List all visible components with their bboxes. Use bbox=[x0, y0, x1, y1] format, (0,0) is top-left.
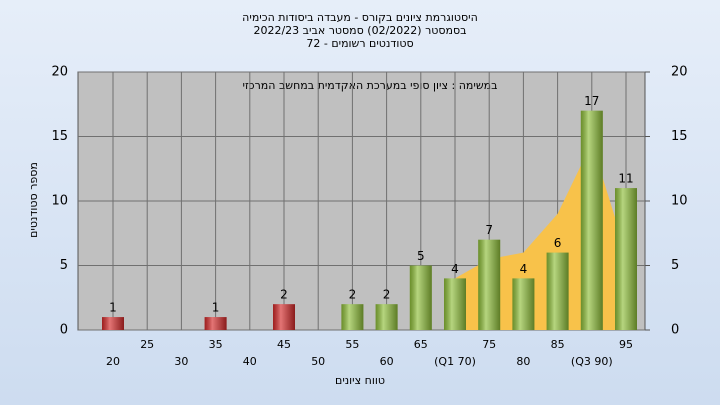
bar-shade bbox=[444, 278, 466, 330]
y2-tick-label: 10 bbox=[671, 194, 688, 209]
y2-tick-label: 20 bbox=[671, 65, 688, 80]
annotation: במשימה : ציון סופי במערכת האקדמית במחשב … bbox=[243, 79, 498, 92]
y2-tick-label: 5 bbox=[671, 258, 679, 273]
bar-shade bbox=[409, 265, 432, 330]
chart-title: היסטוגרמת ציונים בקורס - מעבדה ביסודות ה… bbox=[242, 11, 478, 24]
y2-tick-label: 15 bbox=[671, 129, 688, 144]
x-tick-label: 60 bbox=[380, 355, 394, 368]
x-tick-label: 35 bbox=[209, 338, 223, 351]
data-label: 11 bbox=[618, 172, 633, 186]
bar-shade bbox=[546, 252, 569, 330]
bar-shade bbox=[512, 278, 535, 330]
data-label: 6 bbox=[554, 236, 562, 250]
x-tick-label: 30 bbox=[174, 355, 188, 368]
x-tick-label: 55 bbox=[345, 338, 359, 351]
x-axis-label: טווח ציונים bbox=[335, 374, 385, 387]
bar-shade bbox=[478, 239, 501, 330]
bar-shade bbox=[273, 304, 295, 330]
data-label: 1 bbox=[109, 301, 117, 315]
data-label: 2 bbox=[383, 288, 391, 302]
y-tick-label: 15 bbox=[51, 129, 68, 144]
x-tick-label: 40 bbox=[243, 355, 257, 368]
bar-shade bbox=[375, 304, 398, 330]
data-label: 4 bbox=[520, 262, 528, 276]
x-tick-label: 50 bbox=[311, 355, 325, 368]
bar-shade bbox=[615, 188, 637, 330]
x-tick-label: (Q3 90) bbox=[571, 355, 613, 368]
x-tick-label: 80 bbox=[516, 355, 530, 368]
x-tick-label: 85 bbox=[551, 338, 565, 351]
data-label: 5 bbox=[417, 249, 425, 263]
x-tick-label: 45 bbox=[277, 338, 291, 351]
y-tick-label: 20 bbox=[51, 65, 68, 80]
data-label: 2 bbox=[280, 288, 288, 302]
data-label: 4 bbox=[451, 262, 459, 276]
chart-title: בסמסטר (02/2022) סמסטר אביב 2022/23 bbox=[253, 24, 466, 37]
y-tick-label: 5 bbox=[60, 258, 68, 273]
y-tick-label: 0 bbox=[60, 323, 68, 338]
data-label: 7 bbox=[485, 223, 493, 237]
bar-shade bbox=[102, 317, 124, 330]
data-label: 2 bbox=[349, 288, 357, 302]
data-label: 1 bbox=[212, 301, 220, 315]
chart-title: סטודנטים רשומים - 72 bbox=[306, 37, 413, 50]
bar-shade bbox=[204, 317, 227, 330]
y-axis-label: מספר סטודנטים bbox=[27, 162, 40, 238]
bar-shade bbox=[341, 304, 364, 330]
x-tick-label: 75 bbox=[482, 338, 496, 351]
data-label: 17 bbox=[584, 94, 599, 108]
bar-shade bbox=[580, 110, 603, 330]
x-tick-label: (Q1 70) bbox=[434, 355, 476, 368]
y2-tick-label: 0 bbox=[671, 323, 679, 338]
x-tick-label: 25 bbox=[140, 338, 154, 351]
y-tick-label: 10 bbox=[51, 194, 68, 209]
x-tick-label: 20 bbox=[106, 355, 120, 368]
x-tick-label: 65 bbox=[414, 338, 428, 351]
x-tick-label: 95 bbox=[619, 338, 633, 351]
